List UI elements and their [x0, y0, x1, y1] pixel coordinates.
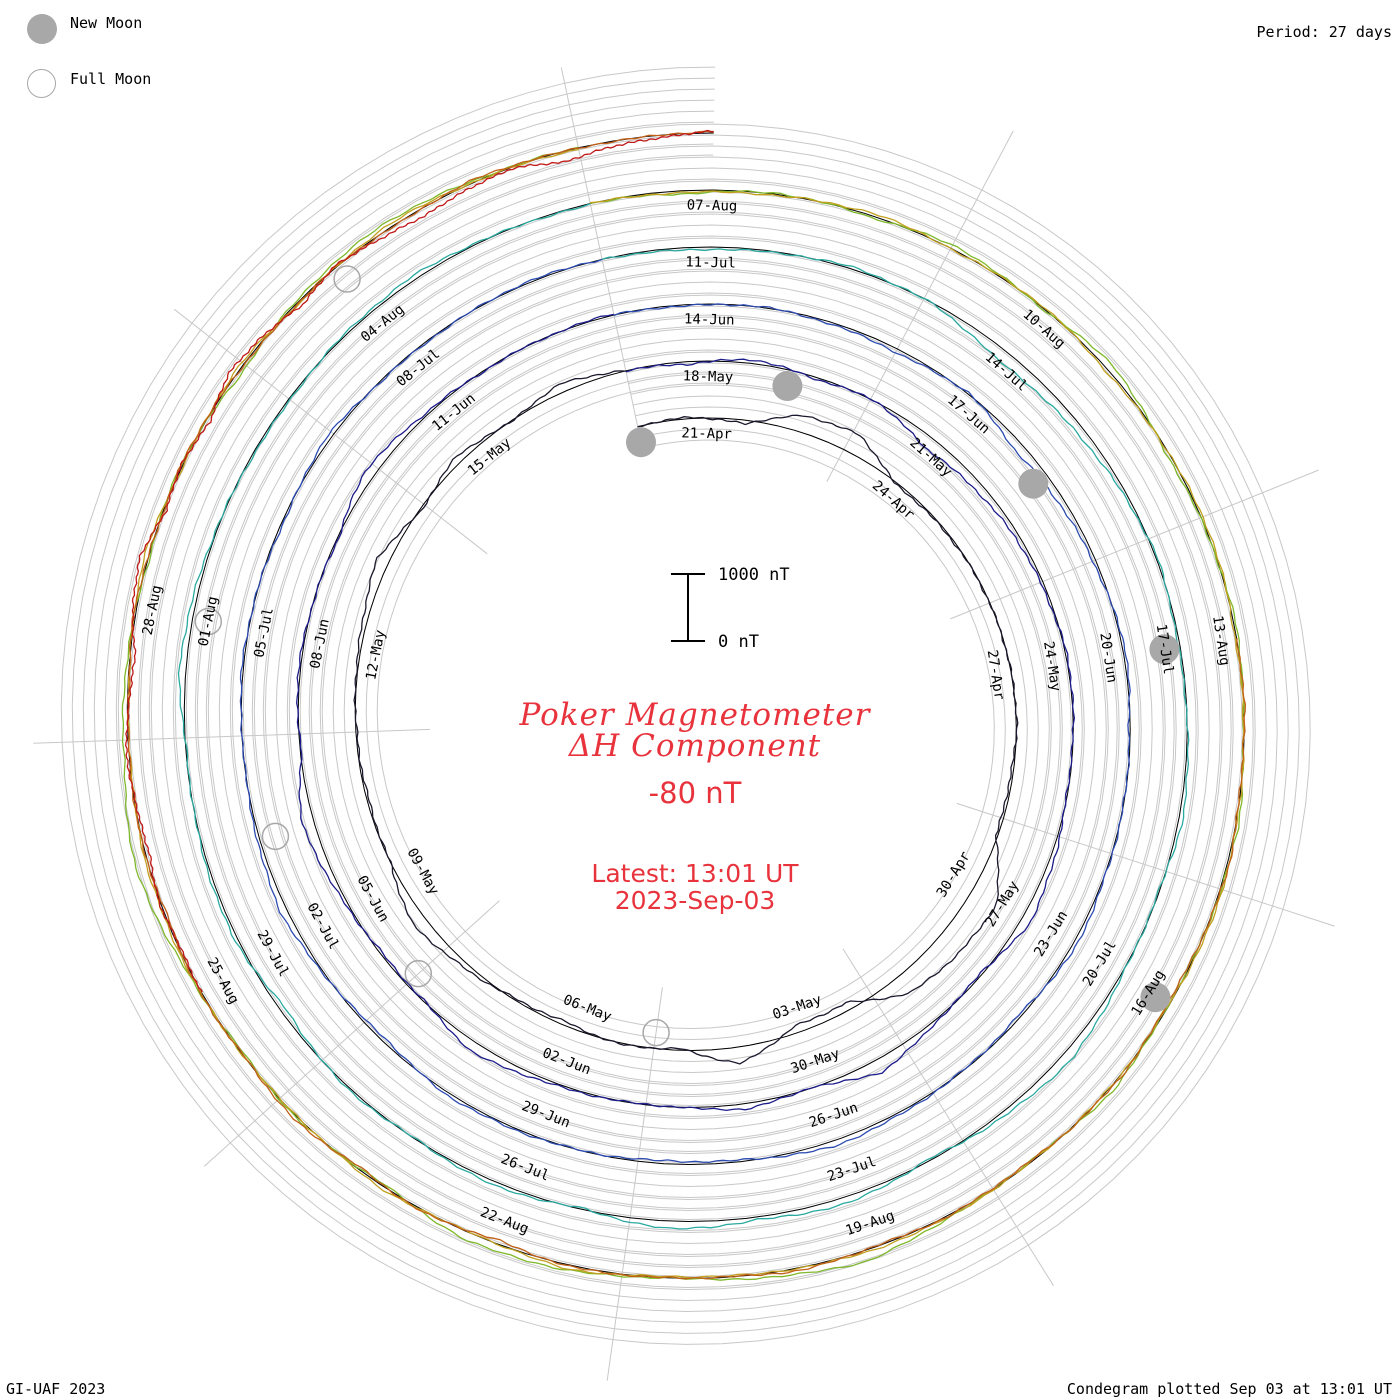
date-label: 14-Jul	[982, 349, 1031, 394]
plot-timestamp-label: Condegram plotted Sep 03 at 13:01 UT	[1066, 1380, 1392, 1398]
date-label: 14-Jun	[684, 311, 735, 328]
grid-ring	[71, 77, 1300, 1334]
grid-radial	[826, 130, 1014, 482]
full-moon-marker	[194, 607, 223, 636]
full-moon-legend-label: Full Moon	[70, 70, 152, 88]
grid-ring	[60, 66, 1311, 1345]
moon-markers	[194, 265, 1180, 1047]
date-label: 20-Jul	[1080, 938, 1120, 990]
baseline-spiral	[126, 132, 1245, 1280]
title-station: Poker Magnetometer	[519, 697, 871, 733]
latest-timestamp: Latest: 13:01 UT 2023-Sep-03	[390, 860, 1000, 914]
new-moon-marker	[1149, 634, 1180, 665]
date-label: 15-May	[465, 435, 514, 479]
date-label: 30-May	[789, 1046, 842, 1077]
new-moon-marker	[772, 371, 803, 401]
trace-series-5	[121, 146, 1245, 1281]
date-label: 10-Aug	[1019, 306, 1068, 351]
grid-radial	[606, 987, 663, 1381]
grid-radial	[950, 469, 1319, 620]
date-label: 17-Jun	[944, 392, 993, 437]
date-label: 08-Jul	[394, 346, 443, 390]
trace-series-3	[239, 258, 1131, 1164]
full-moon-marker	[333, 265, 361, 293]
latest-date: 2023-Sep-03	[614, 886, 776, 915]
scale-bar-top-label: 1000 nT	[718, 565, 790, 585]
date-label: 07-Aug	[687, 197, 738, 214]
date-label: 28-Aug	[140, 584, 166, 637]
full-moon-marker	[404, 959, 433, 988]
date-label: 23-Jul	[825, 1154, 878, 1185]
date-label: 05-Jul	[251, 606, 277, 659]
date-label: 24-May	[1040, 640, 1063, 692]
grid-radial	[842, 948, 1054, 1286]
date-label: 13-Aug	[1209, 614, 1232, 666]
date-label: 11-Jul	[685, 254, 736, 271]
copyright-label: GI-UAF 2023	[6, 1380, 106, 1398]
date-label: 03-May	[771, 992, 824, 1023]
date-label: 08-Jun	[307, 617, 333, 670]
new-moon-legend-symbol	[27, 14, 57, 44]
grid-radial	[203, 900, 500, 1167]
scale-bar-bottom-label: 0 nT	[718, 632, 759, 652]
grid-ring	[137, 143, 1234, 1269]
grid-radial	[560, 67, 645, 457]
trace-series-2	[296, 313, 1076, 1112]
date-label: 04-Aug	[358, 302, 407, 346]
date-label: 21-May	[906, 435, 955, 480]
date-label: 27-Apr	[984, 649, 1007, 701]
new-moon-marker	[626, 427, 656, 458]
date-label: 26-Jun	[807, 1100, 860, 1131]
title-component: ΔH Component	[568, 728, 822, 764]
grid-ring	[148, 154, 1223, 1258]
grid-ring	[82, 88, 1289, 1323]
grid-ring	[93, 99, 1278, 1313]
grid-ring	[115, 121, 1256, 1291]
date-label: 25-Aug	[203, 955, 241, 1007]
latest-time: Latest: 13:01 UT	[591, 859, 799, 888]
data-traces	[121, 129, 1246, 1281]
new-moon-marker	[1018, 468, 1049, 499]
date-label: 12-May	[363, 629, 389, 682]
date-label: 24-Apr	[869, 478, 918, 523]
grid-radial	[956, 802, 1335, 927]
date-label: 21-Apr	[681, 425, 732, 442]
new-moon-legend-label: New Moon	[70, 14, 143, 32]
full-moon-marker	[642, 1018, 670, 1047]
date-label: 23-Jun	[1031, 908, 1071, 960]
period-label: Period: 27 days	[1256, 23, 1392, 41]
trace-series-7	[126, 130, 1246, 1280]
date-label: 01-Aug	[196, 595, 222, 648]
date-label: 11-Jun	[429, 391, 478, 435]
baseline-spiral-path	[126, 132, 1245, 1280]
current-value: -80 nT	[648, 776, 742, 810]
full-moon-legend-symbol	[27, 69, 56, 98]
grid-rings	[60, 66, 1311, 1345]
chart-title: Poker Magnetometer ΔH Component	[390, 700, 1000, 762]
date-label: 06-May	[561, 992, 614, 1025]
date-label: 19-Aug	[844, 1208, 897, 1239]
date-label: 20-Jun	[1096, 632, 1119, 684]
trace-series-4	[177, 203, 1190, 1230]
new-moon-marker	[1140, 982, 1171, 1013]
date-label: 18-May	[683, 368, 734, 385]
trace-series-8	[125, 129, 714, 993]
grid-radial	[33, 728, 431, 744]
full-moon-marker	[261, 822, 290, 851]
grid-ring	[104, 110, 1267, 1302]
scale-bar: 1000 nT 0 nT	[671, 565, 790, 652]
date-label: 17-Jul	[1153, 623, 1176, 675]
grid-radials	[33, 67, 1335, 1381]
trace-series-1	[353, 370, 1019, 1065]
